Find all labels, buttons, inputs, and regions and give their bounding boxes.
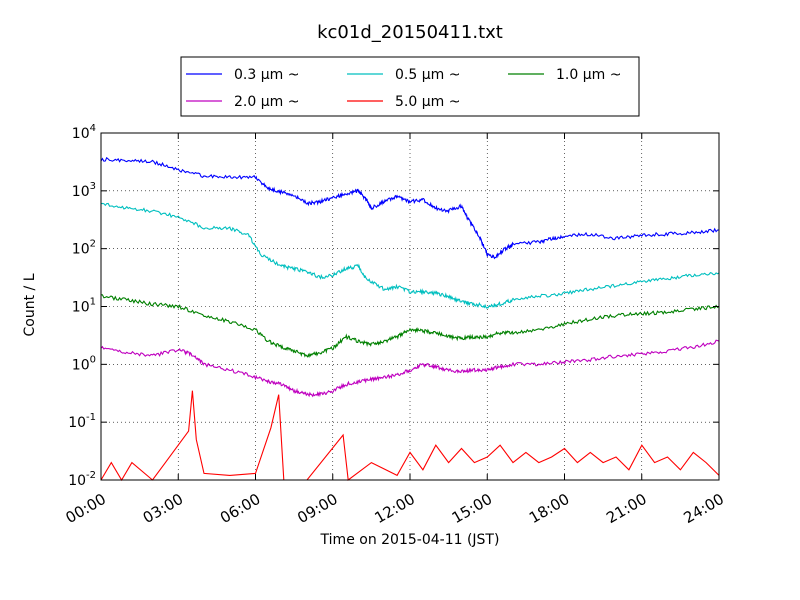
y-tick-label: 100 <box>72 354 96 373</box>
series-line-0.3um <box>100 156 719 260</box>
y-tick-label: 103 <box>72 181 96 200</box>
legend-label-2.0um: 2.0 μm ~ <box>234 94 299 110</box>
legend-label-5.0um: 5.0 μm ~ <box>395 94 460 110</box>
legend-label-0.3um: 0.3 μm ~ <box>234 67 299 83</box>
x-axis-label: Time on 2015-04-11 (JST) <box>320 532 500 548</box>
y-tick-label: 10-2 <box>68 470 96 489</box>
y-tick-label: 101 <box>72 297 96 316</box>
series-line-2.0um <box>100 339 720 398</box>
legend-label-0.5um: 0.5 μm ~ <box>395 67 460 83</box>
y-tick-label: 10-1 <box>68 412 96 431</box>
series-line-0.5um <box>100 202 720 309</box>
legend-label-1.0um: 1.0 μm ~ <box>556 67 621 83</box>
series-line-1.0um <box>101 294 720 358</box>
chart-title: kc01d_20150411.txt <box>317 22 503 43</box>
y-axis-label: Count / L <box>22 273 38 336</box>
legend: 0.3 μm ~ 0.5 μm ~ 1.0 μm ~ 2.0 μm ~ 5.0 μm ~ <box>180 56 640 117</box>
y-tick-label: 102 <box>72 239 96 258</box>
y-tick-label: 104 <box>72 123 96 142</box>
legend-box <box>180 56 640 117</box>
series-line-5.0um <box>100 390 720 482</box>
